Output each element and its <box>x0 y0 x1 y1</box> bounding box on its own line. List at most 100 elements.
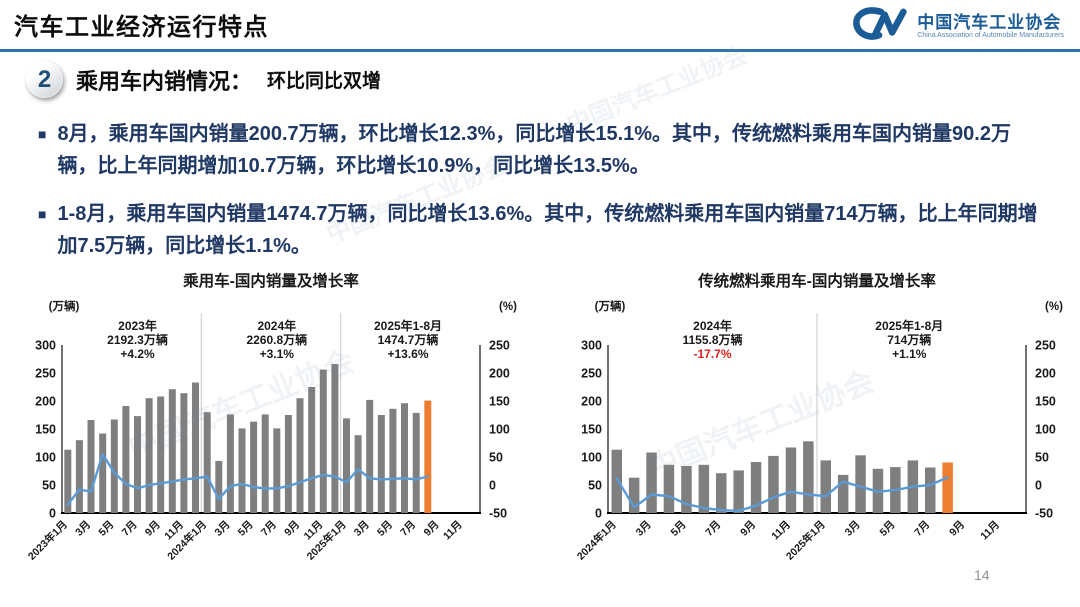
sales-bar <box>925 467 936 513</box>
bullet-item-jan-aug: ■ 1-8月，乘用车国内销量1474.7万辆，同比增长13.6%。其中，传统燃料… <box>38 199 1046 262</box>
svg-text:2023年: 2023年 <box>118 318 157 333</box>
square-bullet-icon: ■ <box>38 206 47 223</box>
growth-line <box>615 476 949 513</box>
caam-logo: 中国汽车工业协会 China Association of Automobile… <box>851 5 1064 48</box>
page-number: 14 <box>974 567 990 583</box>
traditional-fuel-car-domestic-sales-chart: 0 50 100 150 200 250 300 -50 0 50 100 150 200 250 2024… <box>560 268 1080 570</box>
svg-text:250: 250 <box>489 339 510 353</box>
section-subtitle: 环比同比双增 <box>267 71 382 92</box>
square-bullet-icon: ■ <box>38 126 47 142</box>
svg-text:2192.3万辆: 2192.3万辆 <box>107 332 168 347</box>
svg-text:(万辆): (万辆) <box>49 299 80 313</box>
svg-text:7月: 7月 <box>259 519 279 539</box>
sales-bar <box>180 393 188 513</box>
svg-text:9月: 9月 <box>143 519 163 539</box>
svg-text:2025年1-8月: 2025年1-8月 <box>374 318 442 333</box>
bullet-text: 1-8月，乘用车国内销量1474.7万辆，同比增长13.6%。其中，传统燃料乘用… <box>57 203 1038 257</box>
sales-bar <box>646 452 657 513</box>
sales-bar <box>110 419 118 513</box>
sales-bar <box>284 415 292 513</box>
sales-bar <box>296 398 304 513</box>
sales-bar <box>331 364 339 513</box>
svg-text:50: 50 <box>1035 451 1049 465</box>
sales-bar <box>238 428 246 513</box>
svg-text:2025年1-8月: 2025年1-8月 <box>875 318 943 333</box>
sales-bar <box>168 389 176 513</box>
svg-text:150: 150 <box>581 423 602 437</box>
svg-text:200: 200 <box>35 395 56 409</box>
sales-bar <box>942 462 953 513</box>
sales-bar <box>64 449 72 513</box>
growth-line <box>66 452 429 506</box>
svg-text:1474.7万辆: 1474.7万辆 <box>378 332 439 347</box>
svg-text:100: 100 <box>581 451 602 465</box>
sales-bar <box>273 428 281 513</box>
sales-bar <box>343 418 350 513</box>
svg-text:150: 150 <box>35 423 56 437</box>
svg-text:-50: -50 <box>1035 507 1053 521</box>
svg-text:200: 200 <box>489 367 510 381</box>
svg-text:11月: 11月 <box>978 519 1002 543</box>
sales-bar <box>698 464 710 513</box>
svg-text:5月: 5月 <box>375 519 395 539</box>
svg-text:7月: 7月 <box>912 519 932 539</box>
svg-text:200: 200 <box>1035 367 1056 381</box>
sales-bar <box>99 433 107 513</box>
chart-svg: 0 50 100 150 200 250 300 -50 0 50 100 150 200 250 2024… <box>574 271 1063 563</box>
svg-text:0: 0 <box>595 507 602 521</box>
sales-bar <box>733 470 744 513</box>
sales-bar <box>401 403 408 513</box>
sales-bar <box>628 477 640 513</box>
page-title: 汽车工业经济运行特点 <box>14 14 269 41</box>
svg-text:300: 300 <box>581 339 602 353</box>
svg-text:5月: 5月 <box>877 519 897 539</box>
svg-text:150: 150 <box>489 395 510 409</box>
section-title: 乘用车内销情况： <box>76 68 253 94</box>
sales-bar <box>366 399 374 513</box>
sales-bar <box>226 414 234 513</box>
logo-subname: China Association of Automobile Manufact… <box>917 32 1064 40</box>
svg-text:50: 50 <box>489 451 503 465</box>
svg-text:(%): (%) <box>499 301 517 313</box>
chart-title: 乘用车-国内销量及增长率 <box>182 271 359 290</box>
svg-text:5月: 5月 <box>96 519 116 539</box>
svg-text:7月: 7月 <box>703 519 723 539</box>
sales-bar <box>192 382 199 513</box>
svg-text:5月: 5月 <box>236 519 256 539</box>
svg-text:7月: 7月 <box>120 519 140 539</box>
svg-text:3月: 3月 <box>843 519 863 539</box>
sales-bar <box>663 464 675 513</box>
svg-text:100: 100 <box>1035 423 1056 437</box>
svg-text:300: 300 <box>35 339 56 353</box>
passenger-car-domestic-sales-chart: 0 50 100 150 200 250 300 -50 0 50 100 150 200 250 2023… <box>14 268 534 570</box>
sales-bar <box>768 455 779 513</box>
sales-bar <box>308 387 316 513</box>
sales-bar <box>377 415 385 513</box>
svg-text:2024年1月: 2024年1月 <box>574 518 619 563</box>
sales-bar <box>389 408 397 513</box>
chart-title: 传统燃料乘用车-国内销量及增长率 <box>697 271 936 290</box>
sales-bar <box>412 412 420 513</box>
svg-text:250: 250 <box>581 367 602 381</box>
chart-svg: 0 50 100 150 200 250 300 -50 0 50 100 150 200 250 2023… <box>25 271 517 563</box>
svg-text:+3.1%: +3.1% <box>260 347 295 361</box>
sales-bar <box>611 449 622 513</box>
sales-bar <box>803 441 814 513</box>
sales-bar <box>87 420 95 513</box>
svg-text:250: 250 <box>1035 339 1056 353</box>
bullet-list: ■ 8月，乘用车国内销量200.7万辆，环比增长12.3%，同比增长15.1%。… <box>38 119 1046 279</box>
svg-text:9月: 9月 <box>947 519 967 539</box>
bullet-text: 8月，乘用车国内销量200.7万辆，环比增长12.3%，同比增长15.1%。其中… <box>57 123 1011 177</box>
svg-text:-50: -50 <box>489 507 507 521</box>
svg-text:3月: 3月 <box>352 519 372 539</box>
sales-bar <box>203 412 211 513</box>
svg-text:+1.1%: +1.1% <box>892 347 927 361</box>
sales-bar <box>855 455 866 513</box>
svg-text:250: 250 <box>35 367 56 381</box>
sales-bar <box>716 473 727 513</box>
svg-text:(万辆): (万辆) <box>595 299 626 313</box>
sales-bar <box>837 474 849 513</box>
svg-text:11月: 11月 <box>769 519 793 543</box>
svg-text:0: 0 <box>489 479 496 493</box>
